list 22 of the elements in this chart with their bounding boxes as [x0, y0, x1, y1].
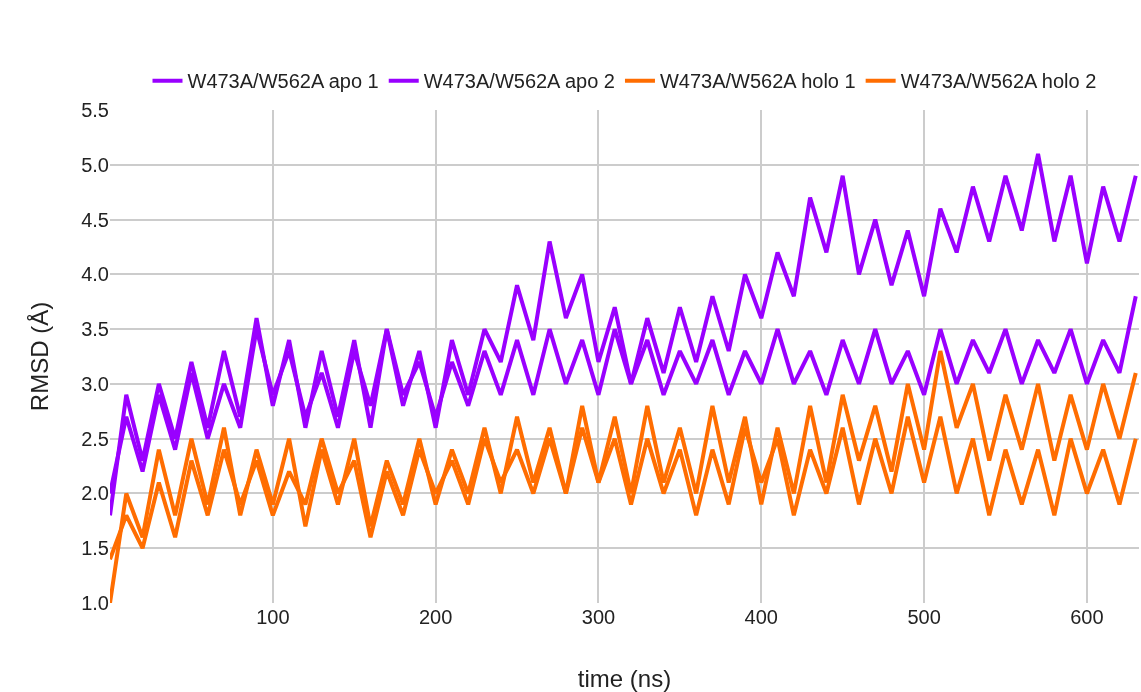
y-tick-label: 1.0	[81, 592, 109, 614]
y-tick-label: 2.0	[81, 482, 109, 505]
x-tick-label: 100	[256, 606, 290, 628]
y-tick-label: 5.0	[81, 153, 109, 176]
y-tick-label: 5.5	[81, 99, 109, 121]
y-tick-label: 3.0	[81, 372, 109, 395]
x-tick-label: 300	[581, 606, 616, 628]
y-axis-title: RMSD (Å)	[26, 301, 54, 412]
y-tick-label: 1.5	[81, 537, 109, 560]
x-tick-label: 400	[744, 606, 778, 628]
y-tick-label: 3.5	[81, 318, 109, 341]
x-tick-label: 600	[1070, 606, 1104, 628]
legend-label: W473A/W562A apo 2	[423, 70, 615, 93]
legend-label: W473A/W562A holo 1	[659, 70, 856, 93]
x-tick-label: 200	[418, 606, 453, 628]
x-tick-label: 500	[907, 606, 941, 628]
legend-label: W473A/W562A holo 2	[900, 70, 1097, 93]
x-axis-title: time (ns)	[577, 665, 672, 692]
legend-label: W473A/W562A apo 1	[187, 70, 379, 93]
y-tick-label: 4.5	[81, 208, 109, 231]
y-tick-label: 2.5	[81, 427, 109, 450]
y-tick-label: 4.0	[81, 263, 109, 286]
